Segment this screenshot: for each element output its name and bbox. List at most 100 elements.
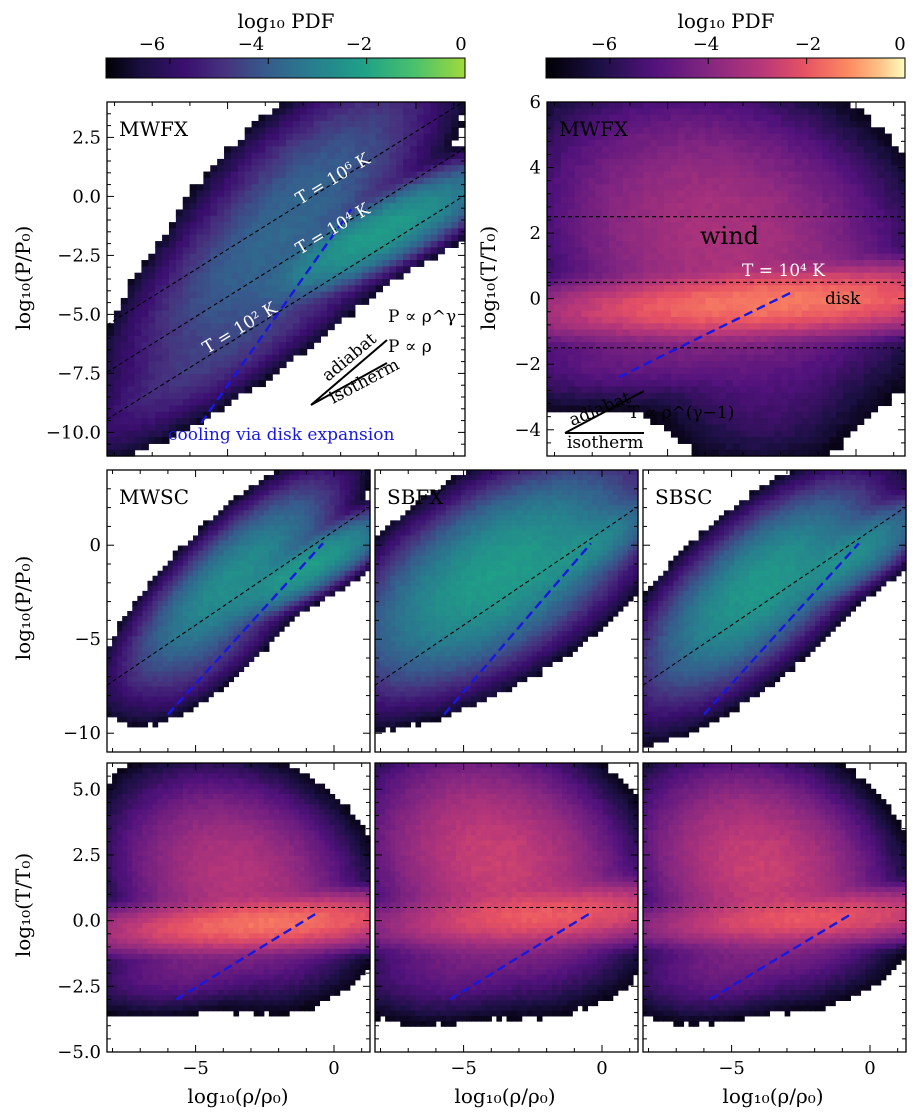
- heatmap-cell: [134, 291, 143, 299]
- heatmap-cell: [650, 133, 658, 141]
- heatmap-cell: [712, 443, 720, 451]
- heatmap-cell: [210, 184, 218, 192]
- heatmap-cell: [705, 247, 713, 255]
- heatmap-cell: [746, 411, 755, 419]
- heatmap-cell: [127, 696, 133, 703]
- heatmap-cell: [877, 272, 885, 280]
- heatmap-cell: [774, 209, 782, 217]
- heatmap-cell: [815, 329, 823, 337]
- heatmap-cell: [877, 247, 885, 255]
- colorbar-tick-label: −2: [795, 34, 822, 55]
- heatmap-cell: [368, 228, 377, 236]
- heatmap-cell: [884, 310, 892, 318]
- heatmap-cell: [843, 241, 851, 248]
- heatmap-cell: [272, 297, 280, 305]
- heatmap-cell: [815, 348, 823, 356]
- heatmap-cell: [217, 323, 225, 331]
- heatmap-cell: [781, 102, 789, 109]
- heatmap-cell: [815, 437, 823, 444]
- heatmap-cell: [224, 209, 232, 217]
- heatmap-cell: [560, 247, 569, 255]
- heatmap-cell: [107, 335, 115, 343]
- heatmap-cell: [664, 329, 672, 337]
- heatmap-cell: [815, 386, 823, 394]
- heatmap-cell: [444, 196, 452, 204]
- heatmap-cell: [251, 310, 260, 318]
- heatmap-cell: [368, 133, 377, 141]
- heatmap-cell: [272, 361, 280, 369]
- heatmap-cell: [636, 184, 644, 192]
- heatmap-cell: [313, 234, 322, 242]
- heatmap-cell: [732, 373, 741, 381]
- heatmap-cell: [595, 165, 603, 173]
- heatmap-cell: [822, 190, 830, 198]
- heatmap-cell: [664, 114, 672, 122]
- heatmap-cell: [292, 285, 301, 293]
- heatmap-cell: [162, 310, 170, 318]
- heatmap-cell: [884, 184, 892, 192]
- heatmap-cell: [152, 600, 159, 607]
- heatmap-cell: [588, 190, 596, 198]
- heatmap-cell: [567, 158, 576, 166]
- heatmap-cell: [684, 184, 693, 192]
- heatmap-cell: [801, 285, 810, 293]
- heatmap-cell: [416, 133, 425, 141]
- heatmap-cell: [677, 190, 686, 198]
- heatmap-cell: [361, 133, 370, 141]
- heatmap-cell: [829, 272, 837, 280]
- heatmap-cell: [334, 203, 342, 211]
- heatmap-cell: [203, 203, 211, 211]
- heatmap-cell: [334, 108, 342, 116]
- heatmap-cell: [142, 611, 149, 617]
- heatmap-cell: [547, 310, 555, 318]
- heatmap-cell: [107, 676, 113, 683]
- heatmap-cell: [382, 228, 390, 236]
- heatmap-cell: [615, 323, 624, 331]
- heatmap-cell: [127, 616, 133, 622]
- heatmap-cell: [547, 139, 555, 147]
- heatmap-cell: [162, 686, 169, 693]
- heatmap-cell: [684, 342, 693, 350]
- heatmap-cell: [815, 158, 823, 166]
- heatmap-cell: [588, 285, 596, 293]
- heatmap-cell: [389, 215, 397, 223]
- heatmap-cell: [781, 335, 789, 343]
- heatmap-cell: [843, 342, 851, 350]
- heatmap-cell: [746, 102, 755, 109]
- heatmap-cell: [265, 253, 273, 261]
- heatmap-cell: [313, 279, 322, 286]
- heatmap-cell: [251, 127, 260, 135]
- heatmap-cell: [244, 228, 253, 236]
- heatmap-cell: [313, 228, 322, 236]
- heatmap-cell: [327, 203, 335, 211]
- heatmap-cell: [279, 234, 287, 242]
- heatmap-cell: [787, 411, 796, 419]
- heatmap-cell: [732, 253, 741, 261]
- heatmap-cell: [416, 171, 425, 179]
- heatmap-cell: [808, 310, 817, 318]
- heatmap-cell: [602, 272, 610, 280]
- heatmap-cell: [375, 266, 383, 274]
- heatmap-cell: [258, 120, 266, 128]
- heatmap-cell: [767, 323, 775, 331]
- heatmap-cell: [884, 297, 892, 305]
- heatmap-cell: [272, 335, 280, 343]
- heatmap-cell: [574, 335, 583, 343]
- heatmap-cell: [595, 260, 603, 267]
- heatmap-cell: [705, 184, 713, 192]
- heatmap-cell: [189, 196, 198, 204]
- heatmap-cell: [306, 316, 315, 324]
- heatmap-cell: [657, 171, 665, 179]
- heatmap-cell: [203, 241, 211, 248]
- heatmap-cell: [739, 323, 748, 331]
- heatmap-cell: [292, 165, 301, 173]
- heatmap-cell: [767, 361, 775, 369]
- heatmap-cell: [279, 222, 287, 230]
- heatmap-cell: [368, 114, 377, 122]
- heatmap-cell: [787, 323, 796, 331]
- heatmap-cell: [581, 158, 589, 166]
- heatmap-cell: [137, 686, 144, 693]
- heatmap-cell: [142, 595, 149, 602]
- heatmap-cell: [547, 165, 555, 173]
- heatmap-cell: [719, 392, 727, 400]
